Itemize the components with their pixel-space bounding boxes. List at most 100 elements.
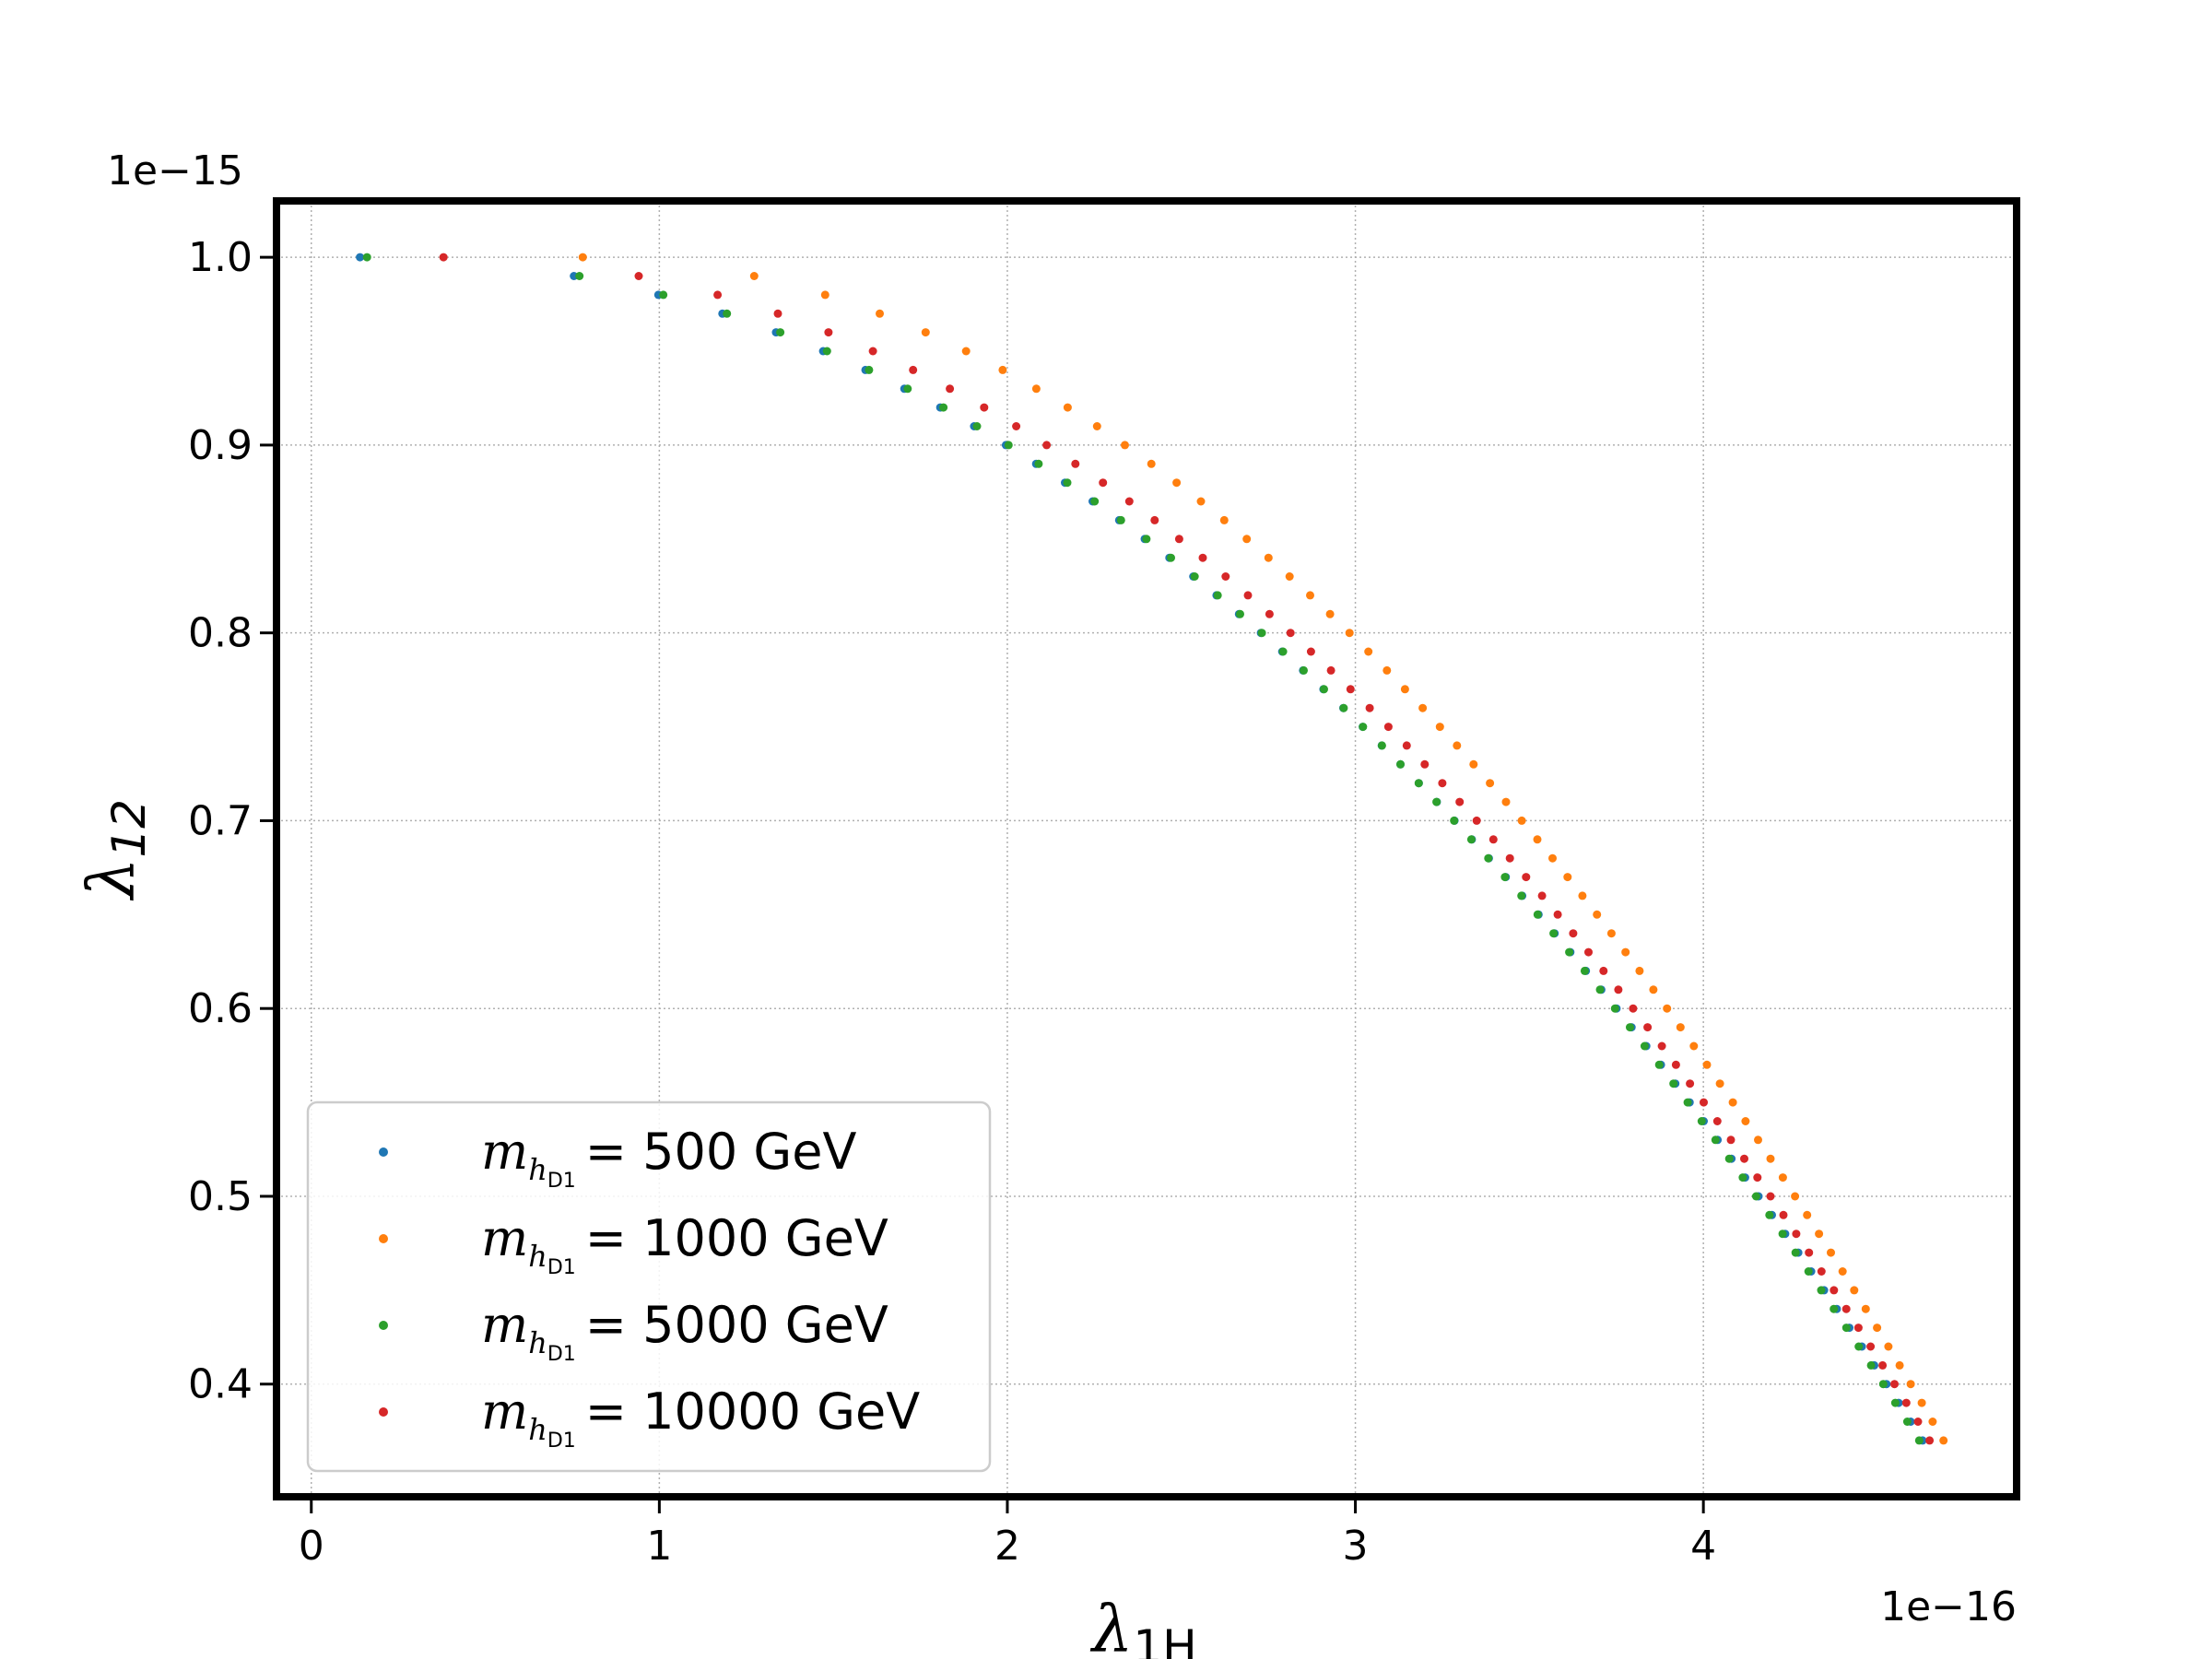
x-tick-label: 0 [299,1523,324,1570]
scatter-point [868,347,877,356]
scatter-point [1278,647,1288,656]
scatter-point [1326,665,1335,675]
scatter-point [1339,703,1348,712]
scatter-point [1815,1230,1824,1239]
scatter-point [1702,1060,1712,1069]
scatter-point [1791,1192,1800,1201]
scatter-point [1116,515,1125,524]
scatter-point [1469,759,1478,769]
scatter-point [1364,647,1373,656]
scatter-point [1711,1135,1720,1145]
scatter-point [1917,1398,1926,1407]
scatter-point [713,290,723,300]
scatter-point [1803,1210,1812,1219]
scatter-point [1345,629,1354,638]
scatter-point [1306,647,1315,656]
scatter-point [1741,1117,1750,1125]
scatter-point [776,328,785,337]
scatter-point [1569,929,1578,938]
scatter-point [1841,1304,1851,1313]
scatter-point [1649,985,1658,994]
scatter-point [1683,1098,1692,1107]
scatter-point [1522,873,1531,882]
legend-entry: mhD1= 500 GeV [481,1123,856,1193]
legend-marker [379,1321,388,1330]
x-tick-label: 2 [994,1523,1020,1570]
scatter-point [1866,1342,1876,1351]
x-tick-label: 4 [1690,1523,1716,1570]
scatter-point [1890,1380,1899,1389]
scatter-point [921,328,930,337]
legend-marker [379,1407,388,1417]
scatter-point [1884,1342,1893,1351]
scatter-point [1099,478,1108,488]
scatter-point [1626,1023,1634,1032]
plot-frame [273,197,2020,1500]
scatter-point [1382,665,1392,675]
y-tick-label: 0.7 [188,797,253,844]
x-offset-label: 1e−16 [1880,1583,2017,1630]
scatter-point [946,384,955,394]
y-axis-ticks: 0.4 0.5 0.6 0.7 0.8 0.9 1.0 [188,234,273,1408]
scatter-point [1841,1324,1851,1333]
y-tick-label: 0.9 [188,422,253,469]
scatter-point [998,365,1007,374]
scatter-point [1150,515,1159,524]
scatter-point [1939,1436,1948,1445]
scatter-point [1766,1154,1775,1163]
scatter-point [1901,1398,1911,1407]
scatter-point [1219,515,1229,524]
scatter-point [1320,685,1328,694]
scatter-point [1751,1192,1760,1201]
scatter-point [1792,1230,1801,1239]
scatter-point [1925,1436,1935,1445]
scatter-point [1034,459,1043,468]
scatter-point [1686,1079,1695,1088]
legend-entry: mhD1= 1000 GeV [481,1209,888,1279]
scatter-point [1365,703,1374,712]
scatter-point [1804,1267,1813,1276]
scatter-point [865,365,874,374]
legend-marker [379,1234,388,1243]
scatter-point [1565,947,1574,957]
scatter-point [1472,816,1481,825]
scatter-point [1643,1023,1653,1032]
scatter-point [1486,779,1495,788]
legend-marker [379,1147,388,1157]
scatter-point [1791,1248,1800,1257]
scatter-point [1765,1210,1774,1219]
scatter-point [1697,1117,1706,1125]
scatter-point [1902,1418,1912,1426]
scatter-point [1400,685,1409,694]
scatter-point [1878,1380,1888,1389]
scatter-point [1517,891,1526,900]
scatter-point [876,309,884,318]
scatter-point [1621,947,1630,957]
scatter-point [1553,910,1562,919]
scatter-point [822,347,831,356]
scatter-point [1740,1154,1748,1163]
scatter-point [1669,1079,1678,1088]
scatter-point [1432,797,1441,806]
scatter-point [773,309,782,318]
scatter-point [1517,816,1526,825]
y-tick-label: 0.4 [188,1361,253,1408]
scatter-point [1853,1324,1863,1333]
scatter-point [1873,1324,1882,1333]
scatter-point [1726,1135,1735,1145]
scatter-point [578,253,587,262]
scatter-point [1640,1041,1649,1051]
data-points [356,253,1948,1445]
scatter-point [1172,478,1182,488]
scatter-point [1635,966,1644,975]
scatter-point [1928,1418,1937,1426]
scatter-point [1827,1248,1835,1257]
scatter-point [1500,873,1510,882]
scatter-point [1147,459,1156,468]
scatter-point [903,384,912,394]
scatter-point [1606,929,1616,938]
scatter-point [1190,572,1199,581]
scatter-point [1466,835,1476,844]
scatter-point [1285,572,1294,581]
